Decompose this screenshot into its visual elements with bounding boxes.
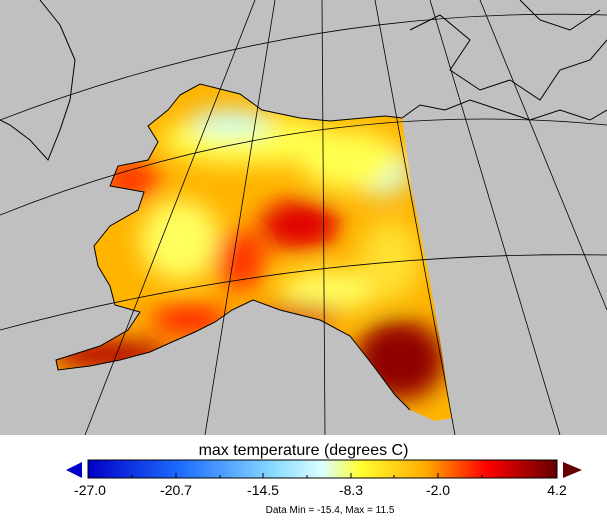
map-canvas bbox=[0, 0, 607, 435]
colorbar-tick-label: -14.5 bbox=[247, 482, 279, 498]
colorbar-title: max temperature (degrees C) bbox=[198, 442, 409, 459]
data-range-text: Data Min = -15.4, Max = 11.5 bbox=[265, 505, 395, 516]
colorbar-ticks bbox=[87, 473, 558, 478]
colorbar-tick-label: -20.7 bbox=[160, 482, 192, 498]
colorbar-tick-label: -27.0 bbox=[74, 482, 106, 498]
colorbar-gradient bbox=[87, 459, 558, 479]
colorbar-extend-high-arrow bbox=[563, 462, 582, 478]
coastline bbox=[55, 83, 411, 411]
graticule bbox=[0, 0, 607, 435]
colorbar-tick-label: -8.3 bbox=[338, 482, 364, 498]
colorbar-tick-label: -2.0 bbox=[425, 482, 451, 498]
coastline-canada-arctic bbox=[0, 0, 607, 161]
colorbar-extend-low-arrow bbox=[66, 462, 82, 478]
colorbar-tick-label: 4.2 bbox=[547, 482, 567, 498]
colorbar bbox=[66, 459, 582, 479]
